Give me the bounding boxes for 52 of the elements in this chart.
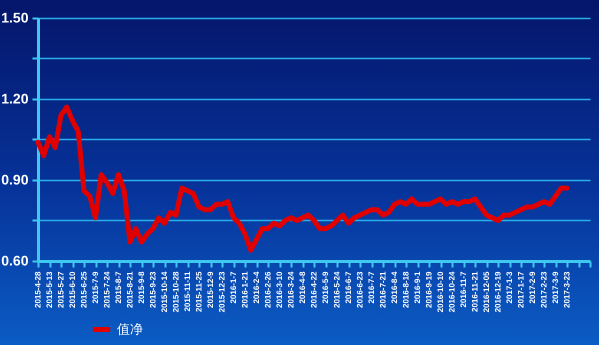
x-tick-label: 2015-9-8 <box>137 270 146 304</box>
x-tick-label: 2016-12-19 <box>494 270 502 312</box>
x-tick-label: 2015-9-23 <box>148 270 158 308</box>
x-tick-label: 2017-3-23 <box>562 270 572 308</box>
x-tick-label: 2015-12-23 <box>218 270 226 312</box>
x-tick-label: 2015-6-25 <box>80 270 88 308</box>
x-tick-label: 2016-8-4 <box>390 270 399 304</box>
x-tick-label: 2015-8-7 <box>114 270 123 304</box>
x-tick-label: 2017-2-9 <box>528 270 537 304</box>
x-tick-label: 2016-7-21 <box>378 270 388 308</box>
y-tick-label: 0.90 <box>1 172 29 188</box>
x-tick-label: 2015-4-28 <box>34 270 42 308</box>
x-tick-label: 2016-9-1 <box>413 270 422 304</box>
x-tick-label: 2015-8-21 <box>126 270 134 308</box>
x-tick-label: 2016-11-21 <box>470 270 480 312</box>
x-tick-label: 2015-12-9 <box>206 270 215 308</box>
x-tick-label: 2017-1-17 <box>516 270 526 308</box>
x-tick-label: 2016-10-24 <box>448 270 456 312</box>
x-tick-label: 2017-2-23 <box>540 270 548 308</box>
x-tick-label: 2015-11-11 <box>183 270 192 312</box>
x-tick-label: 2016-5-24 <box>332 270 342 308</box>
x-tick-label: 2015-7-24 <box>102 270 112 308</box>
x-tick-label: 2015-10-14 <box>160 270 169 312</box>
x-tick-label: 2016-2-26 <box>264 270 272 308</box>
x-tick-label: 2015-6-10 <box>68 270 77 308</box>
y-tick-label: 0.60 <box>1 252 29 268</box>
x-tick-label: 2016-4-8 <box>298 270 307 304</box>
x-tick-label: 2016-7-7 <box>367 270 376 304</box>
x-tick-label: 2017-1-3 <box>505 270 514 304</box>
x-tick-label: 2016-2-4 <box>252 270 261 304</box>
x-tick-label: 2016-3-10 <box>275 270 284 308</box>
x-tick-label: 2017-3-9 <box>551 270 560 304</box>
legend-label: 值净 <box>117 322 143 336</box>
x-tick-label: 2016-4-22 <box>310 270 318 308</box>
x-tick-label: 2016-5-9 <box>321 270 330 304</box>
x-tick-label: 2016-1-21 <box>240 270 250 308</box>
x-tick-label: 2016-10-10 <box>436 270 445 312</box>
x-tick-label: 2015-5-27 <box>56 270 66 308</box>
x-tick-label: 2016-12-05 <box>482 270 491 312</box>
x-tick-label: 2016-3-24 <box>286 270 296 308</box>
x-tick-label: 2016-6-7 <box>344 270 353 304</box>
x-tick-label: 2015-11-25 <box>194 270 204 312</box>
x-tick-label: 2015-10-28 <box>172 270 180 312</box>
x-tick-label: 2015-5-13 <box>45 270 54 308</box>
y-tick-label: 1.50 <box>1 10 29 26</box>
x-tick-label: 2016-1-7 <box>229 270 238 304</box>
x-tick-label: 2015-7-9 <box>91 270 100 304</box>
y-tick-label: 1.20 <box>1 90 29 106</box>
x-tick-label: 2016-6-23 <box>356 270 364 308</box>
x-tick-label: 2016-9-19 <box>424 270 434 308</box>
x-tick-label: 2016-11-7 <box>459 270 468 308</box>
x-tick-label: 2016-8-18 <box>402 270 410 308</box>
